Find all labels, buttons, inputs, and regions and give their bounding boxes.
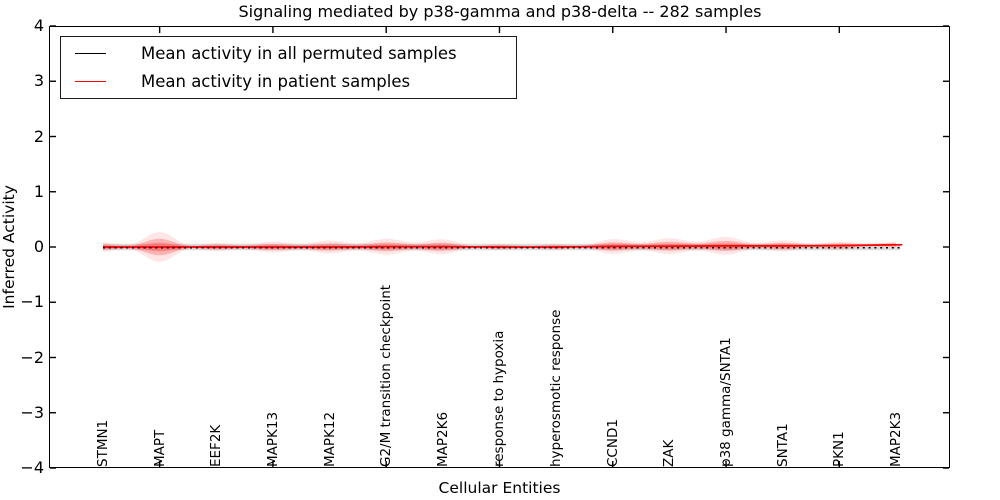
legend-label-permuted: Mean activity in all permuted samples: [141, 44, 457, 64]
category-label-snta1: SNTA1: [774, 423, 791, 467]
y-tick-label: 2: [33, 126, 44, 146]
patient-mean-line: [103, 243, 903, 248]
category-label-p38-gamma-snta1: p38 gamma/SNTA1: [718, 337, 735, 467]
y-tick-label: −2: [20, 347, 44, 367]
category-label-pkn1: PKN1: [831, 431, 848, 467]
y-tick-label: 3: [33, 71, 44, 91]
patient-line-sample-icon: [75, 80, 106, 82]
category-label-eef2k: EEF2K: [208, 424, 225, 467]
category-label-stmn1: STMN1: [95, 419, 111, 467]
legend-label-patient: Mean activity in patient samples: [141, 71, 411, 91]
category-label-zak: ZAK: [661, 439, 678, 467]
category-label-map2k3: MAP2K3: [887, 411, 904, 467]
category-label-ccnd1: CCND1: [604, 419, 621, 467]
y-tick-label: 4: [33, 16, 44, 35]
legend-entry-permuted: Mean activity in all permuted samples: [61, 41, 516, 67]
category-label-map2k6: MAP2K6: [434, 411, 451, 467]
category-label-hyperosmotic-response: hyperosmotic response: [548, 309, 565, 467]
category-label-response-to-hypoxia: response to hypoxia: [491, 330, 508, 467]
legend: Mean activity in all permuted samples Me…: [60, 36, 517, 99]
permuted-line-sample-icon: [75, 53, 106, 55]
category-label-mapk13: MAPK13: [264, 411, 281, 467]
y-tick-label: −3: [20, 402, 44, 422]
chart-title: Signaling mediated by p38-gamma and p38-…: [238, 2, 762, 21]
y-tick-label: 0: [33, 237, 44, 256]
legend-entry-patient: Mean activity in patient samples: [61, 68, 516, 94]
category-label-mapk12: MAPK12: [321, 411, 338, 467]
x-axis-label: Cellular Entities: [438, 479, 561, 497]
y-tick-label: −4: [20, 458, 44, 477]
y-tick-label: −1: [20, 292, 44, 312]
category-label-mapt: MAPT: [151, 429, 168, 467]
category-label-g2-m-transition-checkpoint: G2/M transition checkpoint: [378, 284, 395, 467]
y-tick-label: 1: [33, 181, 44, 201]
